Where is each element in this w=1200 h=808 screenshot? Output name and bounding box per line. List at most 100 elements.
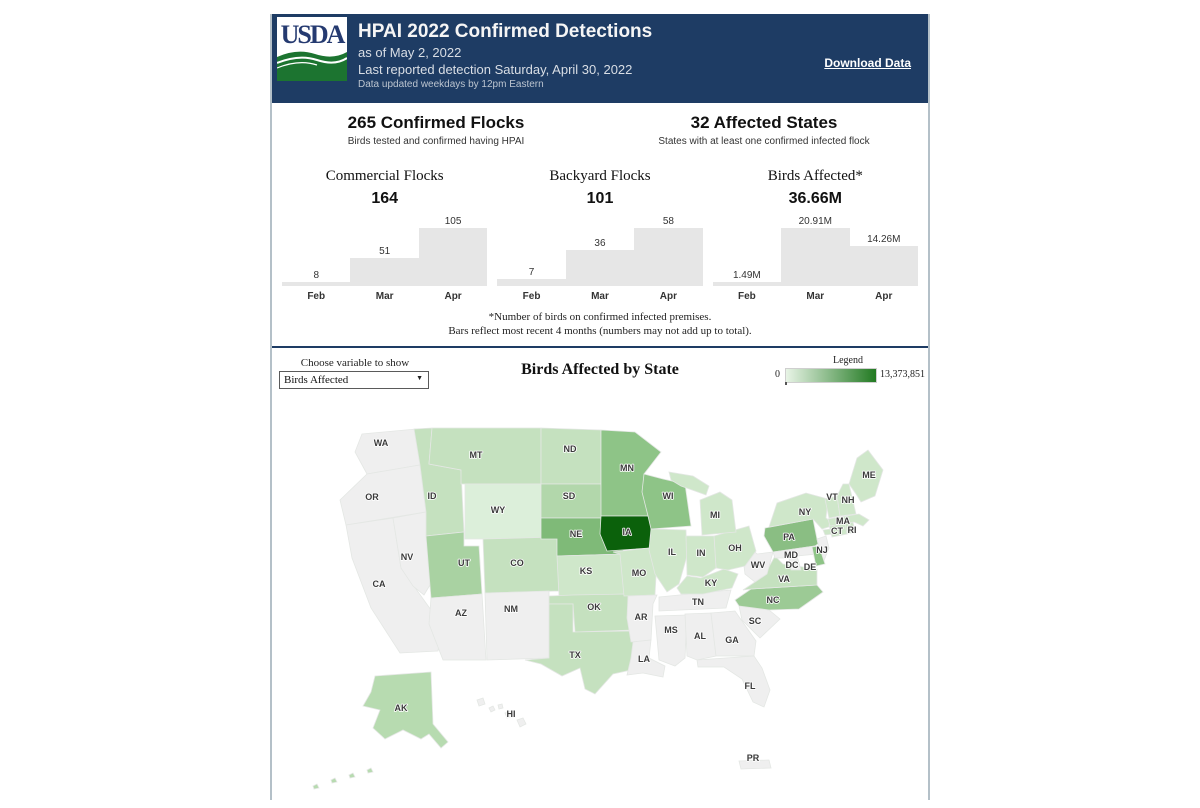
state-label-TN: TN [692,597,704,607]
bar-apr[interactable]: 58 [634,216,703,286]
state-HI[interactable] [504,710,513,719]
variable-dropdown-label: Choose variable to show [300,356,410,369]
state-MI[interactable] [668,471,710,496]
legend-min-value: 0 [775,368,780,380]
section-divider [272,345,928,348]
chart-total: 164 [371,190,399,207]
state-KY[interactable] [676,568,739,594]
as-of-date: as of May 2, 2022 [358,45,462,60]
state-AK[interactable] [362,671,449,749]
usda-logo: USDA [277,17,347,81]
backyard-flocks-chart: Backyard Flocks 101 7 36 58 Feb Mar Apr [497,168,703,302]
bar-apr[interactable]: 14.26M [849,234,918,286]
bar-plot: 1.49M 20.91M 14.26M [712,210,918,286]
state-label-AZ: AZ [455,608,467,618]
bar-plot: 7 36 58 [497,210,703,286]
bar-value-label: 7 [528,267,535,278]
state-IN[interactable] [685,535,717,578]
state-GA[interactable] [710,610,757,656]
bar-value-label: 20.91M [798,216,832,227]
download-data-link[interactable]: Download Data [824,56,911,70]
state-label-AK: AK [395,703,408,713]
state-AK[interactable] [348,772,356,779]
state-KS[interactable] [556,553,629,597]
bar-feb[interactable]: 8 [282,270,351,286]
state-FL[interactable] [696,655,771,708]
state-label-AR: AR [635,612,648,622]
map-title: Birds Affected by State [521,360,679,378]
state-label-CT: CT [831,526,843,536]
month-label: Feb [522,291,541,302]
state-UT[interactable] [425,531,483,599]
state-label-ME: ME [862,470,876,480]
state-MA[interactable] [827,513,870,527]
state-NY[interactable] [768,492,836,530]
bar-mar[interactable]: 20.91M [781,216,850,286]
state-AZ[interactable] [428,593,487,660]
us-choropleth-map[interactable]: WA OR CA NV ID MT WY UT CO AZ NM ND SD NE KS OK TX MN IA MO… [283,408,923,808]
state-WI[interactable] [641,473,692,530]
bar-feb[interactable]: 7 [497,267,566,286]
footnote-line-1: *Number of birds on confirmed infected p… [488,311,712,323]
bar-mar[interactable]: 36 [565,238,635,286]
confirmed-flocks-summary: 265 Confirmed Flocks Birds tested and co… [272,113,600,147]
state-label-ID: ID [428,491,438,501]
state-label-MO: MO [632,568,647,578]
state-label-NY: NY [799,507,812,517]
variable-dropdown-wrap: Birds Affected ▼ [279,370,429,389]
state-label-WV: WV [751,560,766,570]
legend-tick [785,381,787,385]
footnote-line-2: Bars reflect most recent 4 months (numbe… [448,325,752,338]
confirmed-flocks-subtext: Birds tested and confirmed having HPAI [347,136,525,147]
state-AK[interactable] [366,767,374,774]
bar-mar[interactable]: 51 [350,246,419,286]
state-label-NJ: NJ [816,545,828,555]
header-banner: USDA HPAI 2022 Confirmed Detections as o… [272,14,928,103]
variable-dropdown[interactable]: Birds Affected [279,370,429,389]
state-DE[interactable] [811,545,826,567]
chart-total: 101 [586,190,614,207]
state-label-OR: OR [365,492,379,502]
month-label: Apr [875,291,893,302]
state-PR[interactable] [738,759,772,770]
state-NH[interactable] [836,483,857,517]
state-TX[interactable] [524,603,636,695]
state-label-MD: MD [784,550,798,560]
state-HI[interactable] [497,703,504,710]
month-label: Mar [375,291,394,302]
state-label-DC: DC [786,560,799,570]
state-AL[interactable] [684,612,717,661]
bar-value-label: 1.49M [732,270,761,281]
state-SD[interactable] [540,483,606,518]
state-HI[interactable] [516,717,527,728]
state-MI[interactable] [699,491,737,536]
state-label-WA: WA [374,438,389,448]
state-OR[interactable] [339,464,427,526]
legend-title: Legend [833,354,863,366]
state-ND[interactable] [540,427,602,484]
state-HI[interactable] [488,705,496,713]
state-label-VT: VT [826,492,838,502]
state-HI[interactable] [476,697,486,707]
state-AK[interactable] [312,783,320,790]
state-IL[interactable] [648,528,688,593]
state-AK[interactable] [330,777,338,784]
state-label-NH: NH [842,495,855,505]
state-label-DE: DE [804,562,817,572]
bar-feb[interactable]: 1.49M [712,270,782,286]
map-section: Choose variable to show Birds Affected ▼… [272,348,928,801]
state-MS[interactable] [654,614,688,667]
chart-footnote: *Number of birds on confirmed infected p… [272,310,928,339]
state-label-NM: NM [504,604,518,614]
state-label-IL: IL [668,547,677,557]
chart-total: 36.66M [788,190,842,207]
state-label-SC: SC [749,616,762,626]
state-label-KS: KS [580,566,593,576]
state-ME[interactable] [848,449,884,503]
month-label: Mar [806,291,825,302]
bar-apr[interactable]: 105 [418,216,488,286]
state-NM[interactable] [484,590,550,661]
state-label-RI: RI [848,525,857,535]
state-LA[interactable] [626,639,666,678]
state-label-CA: CA [373,579,386,589]
